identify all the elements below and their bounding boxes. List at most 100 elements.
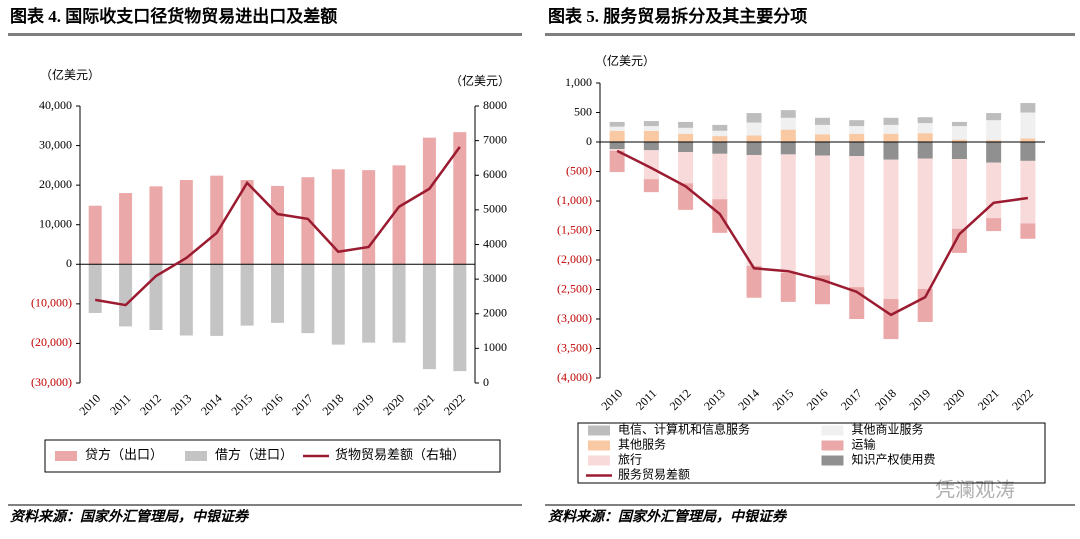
bar <box>453 264 467 372</box>
line <box>94 146 461 307</box>
x-tick-label: 2011 <box>107 391 134 418</box>
bar <box>362 264 376 343</box>
x-tick-label: 2019 <box>350 391 377 418</box>
y-tick-label: (2,000) <box>557 252 592 266</box>
bar <box>951 126 967 140</box>
bar <box>609 150 625 173</box>
bar <box>678 127 694 134</box>
bar <box>119 264 133 327</box>
y-tick-label: (3,500) <box>557 340 592 354</box>
bar <box>780 129 796 142</box>
x-tick-label: 2020 <box>380 391 407 418</box>
x-tick-label: 2022 <box>441 391 468 418</box>
bar <box>88 264 102 313</box>
y-axis-label: （亿美元） <box>40 67 100 82</box>
legend-label: 借方（进口） <box>215 447 293 462</box>
x-tick-label: 2022 <box>1009 386 1036 413</box>
x-tick-label: 2012 <box>667 386 694 413</box>
y-tick-label: 0 <box>586 134 592 148</box>
bar <box>240 264 254 326</box>
x-tick-label: 2013 <box>701 386 728 413</box>
x-tick-label: 2018 <box>319 391 346 418</box>
bar <box>746 142 762 155</box>
y-tick-label: 10,000 <box>39 216 72 230</box>
x-tick-label: 2021 <box>411 391 438 418</box>
bar <box>712 136 728 142</box>
y-tick-label: 30,000 <box>39 137 72 151</box>
chart-title: 图表 4. 国际收支口径货物贸易进出口及差额 <box>10 6 337 26</box>
bar <box>271 185 284 265</box>
bar <box>210 175 224 265</box>
legend-swatch <box>821 455 844 466</box>
bar <box>453 132 467 265</box>
bar <box>392 264 406 343</box>
y-tick-label: 0 <box>66 256 72 270</box>
bar <box>609 149 625 151</box>
bar <box>609 121 625 127</box>
bar <box>678 133 694 142</box>
y-tick-label: (2,500) <box>557 281 592 295</box>
title-rule <box>545 33 1075 36</box>
bar <box>1020 138 1036 142</box>
legend-swatch <box>588 455 610 466</box>
bar <box>849 133 865 142</box>
bar <box>746 154 762 266</box>
bar <box>917 117 933 124</box>
bar <box>643 179 659 193</box>
x-tick-label: 2010 <box>76 391 103 418</box>
bar <box>986 218 1002 232</box>
legend-label: 服务贸易差额 <box>618 466 690 481</box>
bar <box>883 124 899 134</box>
bar <box>643 142 659 151</box>
y2-tick-label: 5000 <box>483 202 507 216</box>
chart-title: 图表 5. 服务贸易拆分及其主要分项 <box>548 6 807 26</box>
bar <box>179 264 193 336</box>
legend-label: 贷方（出口） <box>85 447 163 462</box>
x-tick-label: 2012 <box>137 391 164 418</box>
y-tick-label: (1,000) <box>557 193 592 207</box>
legend-swatch <box>55 451 77 461</box>
bar <box>849 142 865 157</box>
y2-tick-label: 4000 <box>483 236 507 250</box>
x-tick-label: 2013 <box>168 391 195 418</box>
bar <box>746 122 762 136</box>
bar <box>883 142 899 160</box>
bar <box>780 272 796 302</box>
bar <box>609 142 625 150</box>
y-tick-label: (3,000) <box>557 311 592 325</box>
bar <box>815 117 830 125</box>
bar <box>643 121 659 127</box>
bar <box>119 193 133 265</box>
bar <box>179 179 193 265</box>
bar <box>849 126 865 134</box>
bar <box>815 155 830 276</box>
bar <box>643 130 659 142</box>
x-tick-label: 2016 <box>259 391 286 418</box>
legend-swatch <box>185 451 207 461</box>
x-tick-label: 2016 <box>804 386 831 413</box>
x-tick-label: 2018 <box>872 386 899 413</box>
legend-label: 货物贸易差额（右轴） <box>335 447 465 462</box>
x-tick-label: 2014 <box>198 391 225 418</box>
legend-label: 其他商业服务 <box>852 421 924 436</box>
bar <box>1020 223 1036 239</box>
bar <box>331 169 345 265</box>
bar <box>883 117 899 125</box>
bar <box>746 265 762 298</box>
bar <box>301 264 315 334</box>
bar <box>986 113 1002 121</box>
bar <box>746 135 762 142</box>
bar <box>678 142 694 153</box>
bar <box>678 121 694 128</box>
bar <box>1020 142 1036 161</box>
y-tick-label: (10,000) <box>31 296 72 310</box>
y2-tick-label: 1000 <box>483 340 507 354</box>
bar <box>643 150 659 180</box>
y2-tick-label: 7000 <box>483 132 507 146</box>
bar <box>712 124 728 131</box>
bar <box>883 133 899 142</box>
y2-tick-label: 2000 <box>483 306 507 320</box>
y-axis-label: （亿美元） <box>595 53 655 68</box>
bar <box>815 134 830 142</box>
